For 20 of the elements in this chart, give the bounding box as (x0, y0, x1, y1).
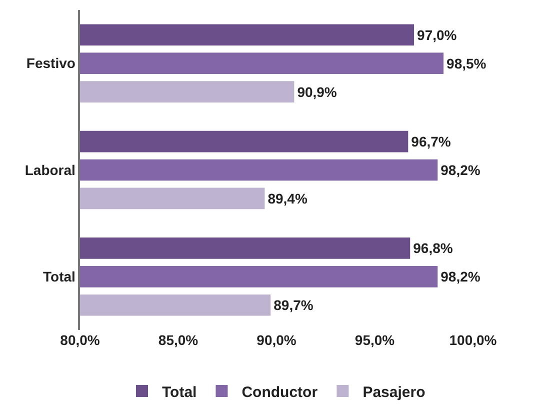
legend-label: Total (162, 384, 197, 401)
data-label: 96,8% (413, 240, 454, 256)
x-tick-label: 85,0% (158, 332, 199, 348)
data-label: 89,7% (274, 297, 314, 314)
y-tick-label: Laboral (24, 162, 76, 178)
x-tick-label: 80,0% (60, 332, 100, 348)
x-tick-label: 95,0% (354, 332, 396, 348)
data-label: 90,9% (297, 84, 338, 100)
data-label: 96,7% (411, 134, 452, 150)
legend-label: Conductor (242, 384, 318, 401)
x-tick-label: 100,0% (449, 332, 498, 348)
x-tick-label: 90,0% (256, 332, 297, 348)
data-label: 97,0% (417, 26, 458, 43)
data-label: 98,2% (440, 268, 481, 285)
y-tick-label: Festivo (26, 55, 76, 72)
legend-label: Pasajero (362, 384, 426, 401)
data-label: 98,5% (446, 55, 487, 72)
y-tick-label: Total (43, 268, 76, 285)
data-label: 89,4% (268, 190, 308, 206)
data-label: 98,2% (440, 162, 481, 178)
